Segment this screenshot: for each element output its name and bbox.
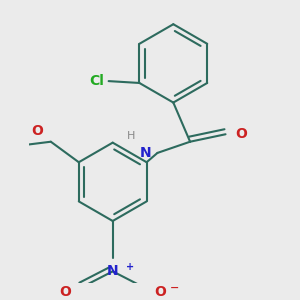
Text: O: O	[32, 124, 43, 138]
Text: −: −	[169, 283, 179, 293]
Text: O: O	[155, 285, 167, 299]
Text: O: O	[235, 127, 247, 141]
Text: N: N	[140, 146, 152, 160]
Text: N: N	[107, 264, 118, 278]
Text: H: H	[127, 131, 136, 141]
Text: Cl: Cl	[89, 74, 104, 88]
Text: O: O	[59, 285, 71, 299]
Text: +: +	[126, 262, 134, 272]
